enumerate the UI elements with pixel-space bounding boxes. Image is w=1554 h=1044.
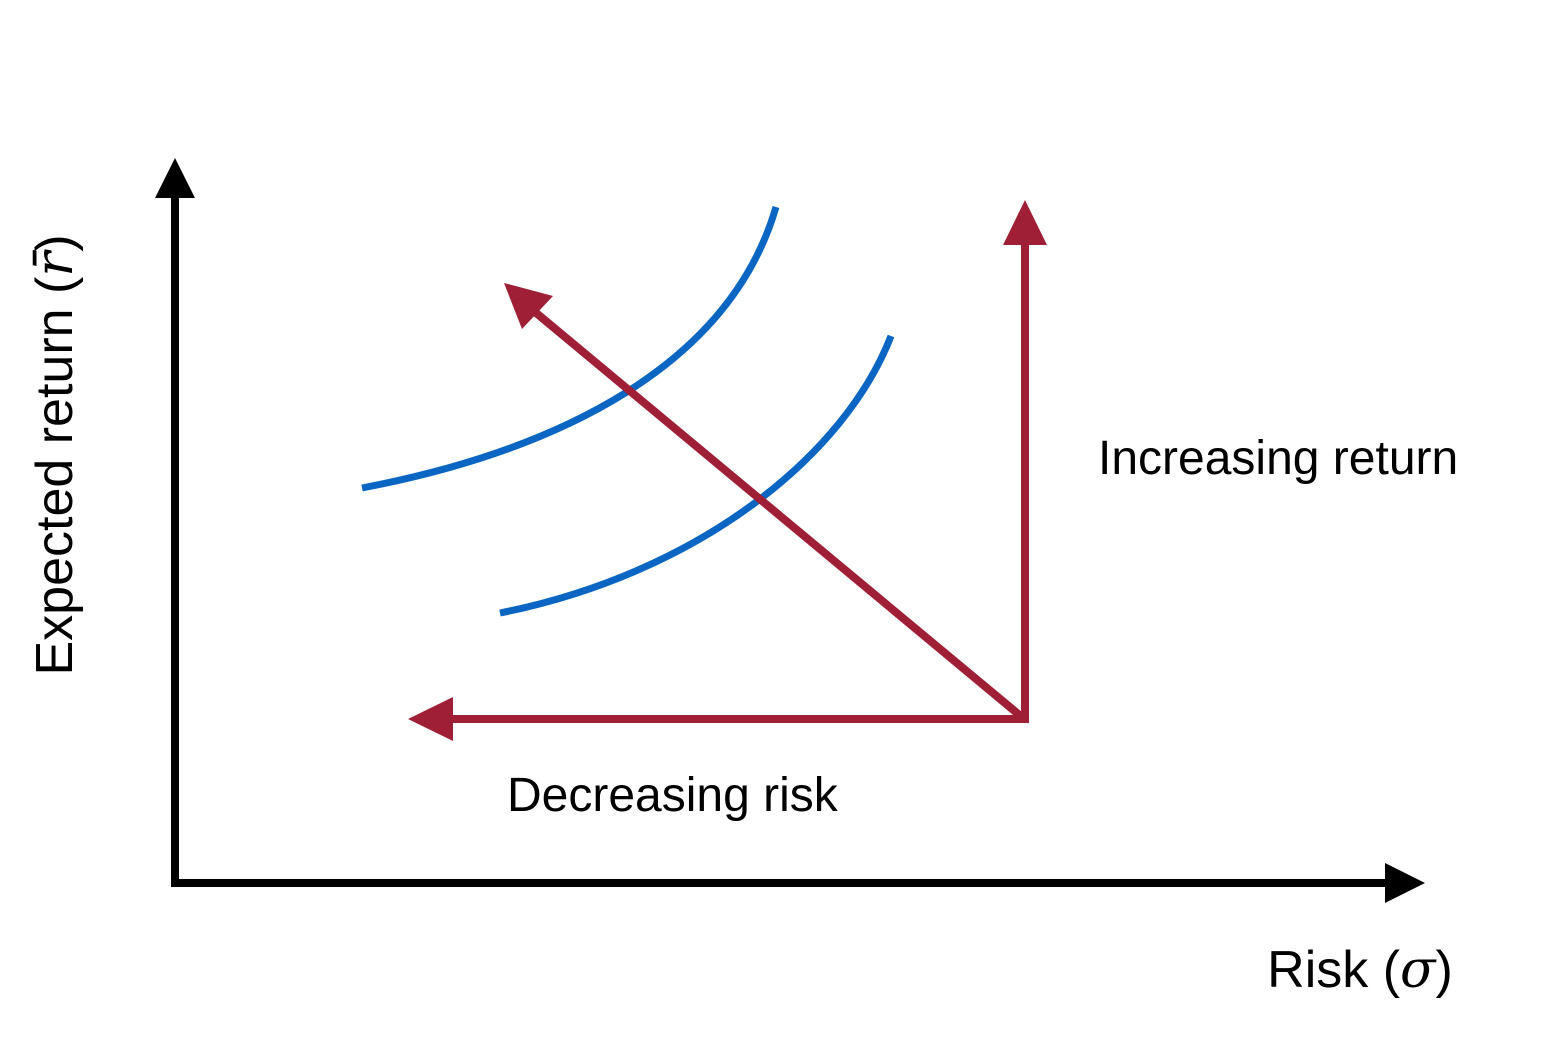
increasing-return-arrowhead — [1003, 200, 1047, 245]
axes — [155, 158, 1425, 903]
diagonal-arrow-shaft — [532, 308, 1026, 722]
indifference-curves — [361, 206, 895, 617]
decreasing-risk-arrowhead — [408, 697, 453, 741]
x-axis-title: Risk (σ) — [1267, 940, 1453, 1000]
x-axis-title-symbol: σ — [1400, 940, 1437, 1000]
y-axis-title-prefix: Expected return ( — [26, 276, 84, 676]
x-axis-title-suffix: ) — [1436, 941, 1453, 999]
x-axis-title-prefix: Risk ( — [1267, 941, 1401, 999]
y-axis-title-symbol: r̄ — [25, 249, 85, 277]
indifference-curve-upper — [361, 206, 780, 492]
y-axis-title: Expected return (r̄) — [25, 234, 85, 675]
indifference-curve-lower — [499, 334, 895, 617]
y-axis-title-suffix: ) — [26, 234, 84, 251]
x-axis-arrowhead — [1385, 863, 1425, 903]
decreasing-risk-label: Decreasing risk — [507, 769, 839, 822]
diagonal-arrowhead — [504, 283, 553, 329]
increasing-return-label: Increasing return — [1098, 432, 1458, 485]
y-axis-arrowhead — [155, 158, 195, 198]
direction-arrows — [408, 200, 1047, 741]
